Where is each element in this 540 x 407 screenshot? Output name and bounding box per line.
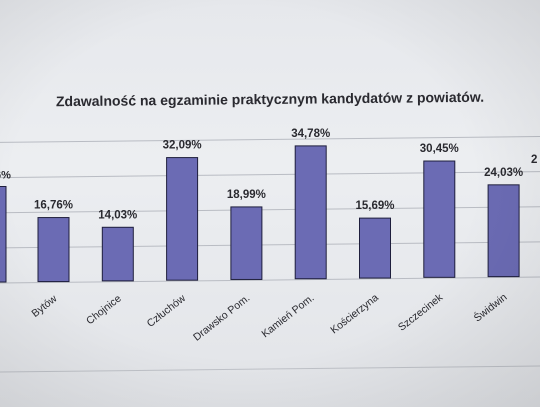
bar-cut-left bbox=[0, 186, 7, 283]
x-tick-label: Świdwin bbox=[471, 290, 509, 324]
bar bbox=[37, 217, 70, 283]
bottom-rule bbox=[0, 365, 540, 373]
data-label: 16,76% bbox=[34, 200, 73, 212]
bar bbox=[423, 160, 456, 278]
gridline bbox=[0, 241, 540, 249]
x-tick-label: Kamień Pom. bbox=[259, 292, 316, 340]
bar bbox=[101, 226, 134, 282]
x-tick-label: Bytów bbox=[29, 293, 59, 320]
bar bbox=[166, 157, 199, 281]
x-tick-label: Człuchów bbox=[145, 292, 189, 330]
data-label-cut-left: 6% bbox=[0, 170, 11, 182]
gridline bbox=[0, 206, 540, 214]
bar bbox=[487, 184, 520, 278]
gridline bbox=[0, 276, 540, 284]
data-label: 14,03% bbox=[98, 209, 137, 221]
data-label-cut-right: 2 bbox=[531, 154, 537, 166]
data-label: 34,78% bbox=[291, 128, 330, 140]
data-label: 32,09% bbox=[163, 140, 202, 152]
data-label: 15,69% bbox=[355, 200, 394, 212]
gridline bbox=[0, 135, 540, 143]
bar bbox=[359, 217, 391, 279]
bar bbox=[230, 206, 263, 280]
x-tick-label: Kościerzyna bbox=[328, 292, 381, 337]
bar bbox=[294, 145, 327, 280]
gridline bbox=[0, 171, 540, 179]
data-label: 24,03% bbox=[484, 167, 523, 179]
data-label: 30,45% bbox=[420, 143, 459, 155]
x-tick-label: Chojnice bbox=[84, 292, 124, 327]
data-label: 18,99% bbox=[227, 189, 266, 201]
x-tick-label: Szczecinek bbox=[396, 291, 446, 334]
x-tick-label: Drawsko Pom. bbox=[191, 292, 252, 343]
